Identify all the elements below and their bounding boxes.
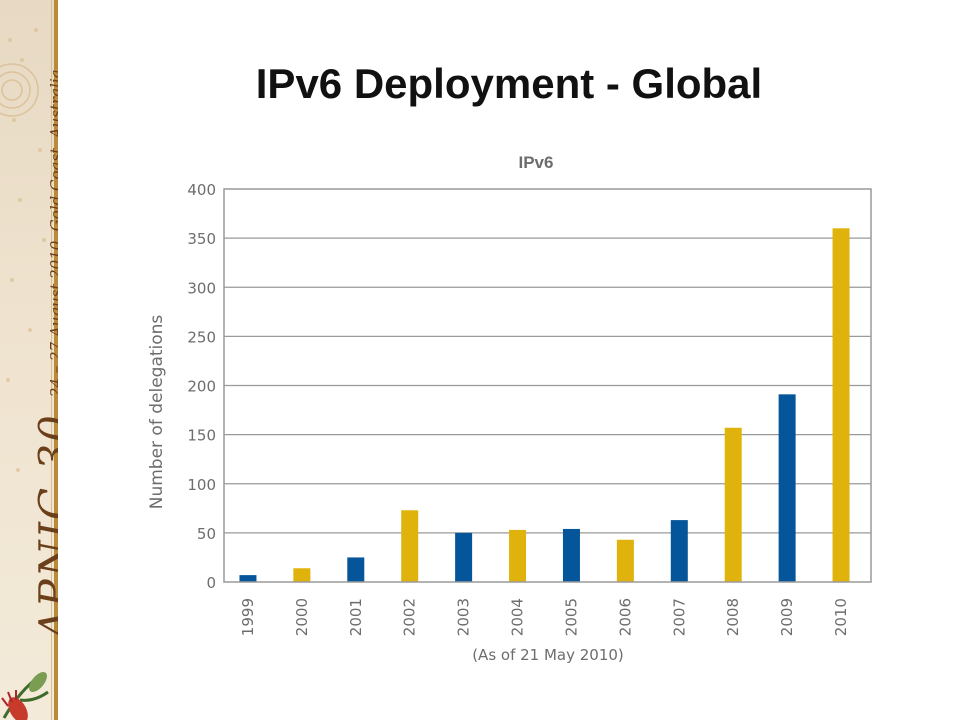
y-tick-label: 0 — [206, 574, 216, 592]
sidebar-edge-line — [51, 0, 52, 720]
x-tick-label: 2005 — [562, 598, 580, 636]
y-tick-label: 400 — [187, 181, 216, 199]
x-tick-label: 2006 — [616, 598, 634, 636]
flower-decoration-icon — [1, 672, 49, 720]
x-tick-label: 2004 — [509, 598, 527, 636]
y-tick-label: 250 — [187, 328, 216, 346]
bar-2003 — [455, 532, 473, 582]
bar-2009 — [778, 394, 796, 582]
x-tick-label: 1999 — [239, 598, 257, 636]
x-tick-label: 2007 — [670, 598, 688, 636]
x-tick-labels: 1999 2000 2001 2002 2003 2004 2005 2006 2007 2008… — [239, 598, 850, 636]
x-axis-label: (As of 21 May 2010) — [472, 646, 624, 664]
sidebar-decoration: APNIC 30 24 – 27 August 2010, Gold Coast,… — [0, 0, 58, 720]
bar-2008 — [724, 427, 742, 582]
bar-2010 — [832, 228, 850, 583]
x-tick-label: 2008 — [724, 598, 742, 636]
bars — [239, 228, 850, 583]
y-tick-label: 50 — [197, 525, 216, 543]
sidebar-pattern — [0, 28, 46, 472]
x-tick-label: 2002 — [401, 598, 419, 636]
x-tick-label: 2010 — [832, 598, 850, 636]
page-title: IPv6 Deployment - Global — [255, 60, 763, 107]
event-banner: APNIC 30 24 – 27 August 2010, Gold Coast,… — [30, 69, 58, 640]
y-tick-labels: 0 50 100 150 200 250 300 350 400 — [187, 181, 216, 592]
y-tick-label: 100 — [187, 476, 216, 494]
event-date: 24 – 27 August 2010, Gold Coast, Austral… — [47, 69, 58, 398]
event-name: APNIC 30 — [30, 413, 58, 640]
bar-1999 — [239, 575, 257, 582]
y-axis-label: Number of delegations — [147, 315, 167, 510]
bar-2007 — [670, 520, 688, 582]
x-tick-label: 2009 — [778, 598, 796, 636]
chart-title: IPv6 — [519, 153, 554, 172]
y-tick-label: 300 — [187, 279, 216, 297]
y-tick-label: 150 — [187, 427, 216, 445]
grid-lines — [224, 237, 871, 534]
sidebar-edge — [54, 0, 58, 720]
y-tick-label: 200 — [187, 378, 216, 396]
x-tick-label: 2000 — [293, 598, 311, 636]
bar-2000 — [293, 568, 311, 582]
bar-2002 — [401, 510, 419, 582]
y-tick-label: 350 — [187, 230, 216, 248]
bar-2001 — [347, 557, 365, 582]
x-tick-label: 2003 — [455, 598, 473, 636]
x-tick-label: 2001 — [347, 598, 365, 636]
bar-2004 — [509, 529, 527, 582]
plot-frame — [223, 188, 872, 583]
bar-chart: IPv6 Number of delegations (As of 21 May… — [147, 153, 872, 664]
bar-2006 — [616, 539, 634, 582]
bar-2005 — [562, 528, 580, 582]
